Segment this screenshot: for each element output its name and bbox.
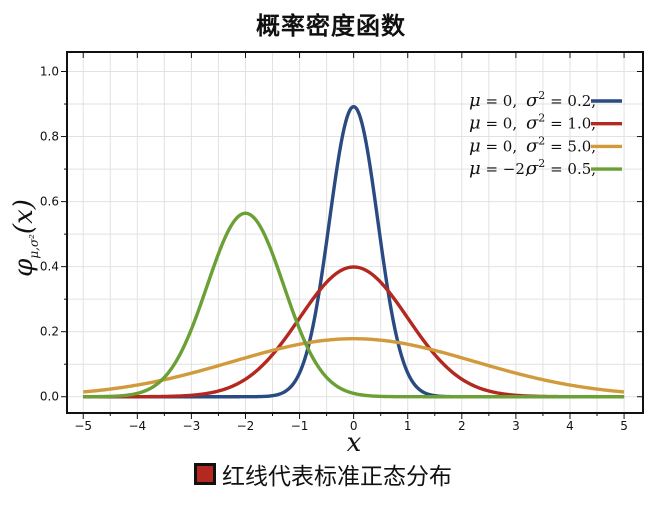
y-tick-label: 1.0 [40, 65, 59, 79]
plot-frame [66, 51, 644, 414]
curves [82, 104, 625, 399]
legend-sigma-2: σ2 = 5.0, [526, 134, 596, 156]
legend-sigma-1: σ2 = 1.0, [526, 112, 596, 134]
x-tick-label: −3 [183, 419, 201, 433]
y-tick-label: 0.0 [40, 390, 59, 404]
series-line-3 [82, 211, 625, 399]
y-tick-label: 0.6 [40, 195, 59, 209]
y-axis-label: φμ,σ²(x) [9, 199, 41, 277]
legend-mu-0: μ = 0, [469, 90, 517, 111]
x-axis-label: x [347, 428, 362, 458]
x-tick-label: −5 [74, 419, 92, 433]
legend-sigma-3: σ2 = 0.5, [526, 157, 596, 179]
legend-mu-2: μ = 0, [469, 135, 517, 156]
caption: 红线代表标准正态分布 [194, 460, 452, 490]
y-tick-label: 0.2 [40, 325, 59, 339]
x-tick-label: 3 [512, 419, 520, 433]
x-tick-label: −1 [291, 419, 309, 433]
legend-mu-1: μ = 0, [469, 113, 517, 134]
legend: μ = 0, σ2 = 0.2, μ = 0, σ2 = 1.0, μ = 0, σ2 =… [469, 89, 622, 179]
legend-mu-3: μ = −2, [469, 158, 530, 179]
y-tick-label: 0.4 [40, 260, 59, 274]
x-tick-label: −2 [237, 419, 255, 433]
caption-color-swatch [194, 463, 216, 485]
x-tick-label: −4 [128, 419, 146, 433]
series-line-2 [82, 337, 625, 394]
caption-text: 红线代表标准正态分布 [222, 464, 452, 490]
y-tick-label: 0.8 [40, 130, 59, 144]
ticks: −5 −4 −3 −2 −1 0 1 2 3 4 5 0.0 0.2 0.4 0.6 0.8 1.0 [40, 52, 643, 433]
x-tick-label: 1 [404, 419, 412, 433]
legend-sigma-0: σ2 = 0.2, [526, 89, 596, 111]
x-tick-label: 4 [566, 419, 574, 433]
chart-title: 概率密度函数 [256, 12, 406, 40]
x-tick-label: 5 [620, 419, 628, 433]
x-tick-label: 2 [458, 419, 466, 433]
x-tick-label: 0 [350, 419, 358, 433]
